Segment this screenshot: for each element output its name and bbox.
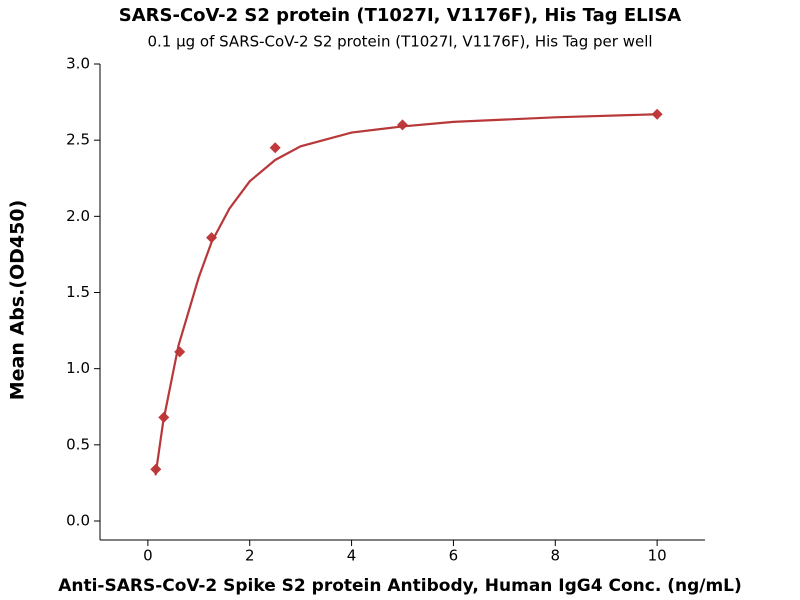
y-tick-label: 2.0 <box>66 207 90 225</box>
x-tick-label: 2 <box>245 547 255 565</box>
data-point <box>269 142 281 154</box>
x-axis-title: Anti-SARS-CoV-2 Spike S2 protein Antibod… <box>58 576 742 596</box>
y-tick-label: 3.0 <box>66 55 90 73</box>
fit-curve <box>154 113 658 476</box>
y-tick-label: 1.5 <box>66 283 90 301</box>
x-tick-label: 4 <box>347 547 357 565</box>
y-axis-title: Mean Abs.(OD450) <box>7 200 29 401</box>
y-tick-label: 2.5 <box>66 131 90 149</box>
chart-title: SARS-CoV-2 S2 protein (T1027I, V1176F), … <box>119 5 682 26</box>
data-point <box>397 119 408 131</box>
x-tick-label: 6 <box>449 547 459 565</box>
y-tick-label: 0.0 <box>66 512 90 530</box>
y-tick-label: 1.0 <box>66 359 90 377</box>
x-tick-label: 8 <box>551 547 561 565</box>
x-tick-label: 10 <box>648 547 667 565</box>
y-tick-label: 0.5 <box>66 435 90 453</box>
x-tick-label: 0 <box>143 547 153 565</box>
chart-subtitle: 0.1 μg of SARS-CoV-2 S2 protein (T1027I,… <box>147 33 652 51</box>
